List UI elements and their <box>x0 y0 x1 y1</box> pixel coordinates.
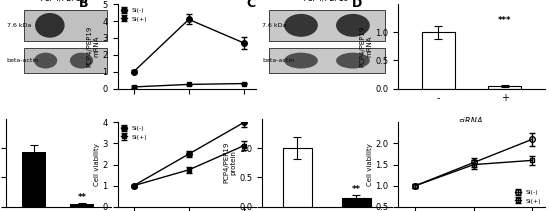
FancyBboxPatch shape <box>268 10 386 41</box>
Text: D: D <box>351 0 362 11</box>
Text: ***: *** <box>128 138 139 145</box>
Text: 7.6 kDa: 7.6 kDa <box>7 23 31 28</box>
Text: PCP4/PEP19: PCP4/PEP19 <box>304 0 350 3</box>
Legend: Si(-), Si(+): Si(-), Si(+) <box>120 126 147 140</box>
Ellipse shape <box>34 53 57 69</box>
Text: ***: *** <box>239 138 250 145</box>
Text: C: C <box>246 0 256 10</box>
Y-axis label: Cell viability: Cell viability <box>367 143 373 186</box>
Text: PCP4/PEP19: PCP4/PEP19 <box>41 0 86 3</box>
Bar <box>488 86 521 89</box>
Text: ***: *** <box>183 138 194 145</box>
Ellipse shape <box>336 14 370 37</box>
Ellipse shape <box>284 53 318 69</box>
Ellipse shape <box>70 53 93 69</box>
Text: beta-actin: beta-actin <box>7 58 39 63</box>
Y-axis label: PCP4/PEP19
mRNA: PCP4/PEP19 mRNA <box>87 26 100 67</box>
Ellipse shape <box>336 53 370 69</box>
Legend: Si(-), Si(+): Si(-), Si(+) <box>120 7 147 22</box>
Text: siRNA: siRNA <box>459 117 484 126</box>
Y-axis label: PCP4/PEP19
protein: PCP4/PEP19 protein <box>223 142 236 183</box>
Text: ***: *** <box>498 16 512 25</box>
Bar <box>283 148 312 207</box>
Bar <box>70 204 94 207</box>
FancyBboxPatch shape <box>25 10 107 41</box>
Y-axis label: PCP4/PEP19
mRNA: PCP4/PEP19 mRNA <box>360 26 373 67</box>
Text: beta-actin: beta-actin <box>262 58 294 63</box>
Text: **: ** <box>78 193 87 202</box>
Ellipse shape <box>35 13 64 38</box>
Text: **: ** <box>352 185 361 194</box>
Text: B: B <box>79 0 89 11</box>
Y-axis label: Cell viability: Cell viability <box>94 143 100 186</box>
Ellipse shape <box>284 14 318 37</box>
FancyBboxPatch shape <box>25 48 107 73</box>
Legend: Si(-), Si(+): Si(-), Si(+) <box>514 189 541 204</box>
FancyBboxPatch shape <box>268 48 386 73</box>
Bar <box>422 32 455 89</box>
Bar <box>342 198 371 207</box>
Bar <box>23 153 46 207</box>
Text: 7.6 kDa: 7.6 kDa <box>262 23 287 28</box>
